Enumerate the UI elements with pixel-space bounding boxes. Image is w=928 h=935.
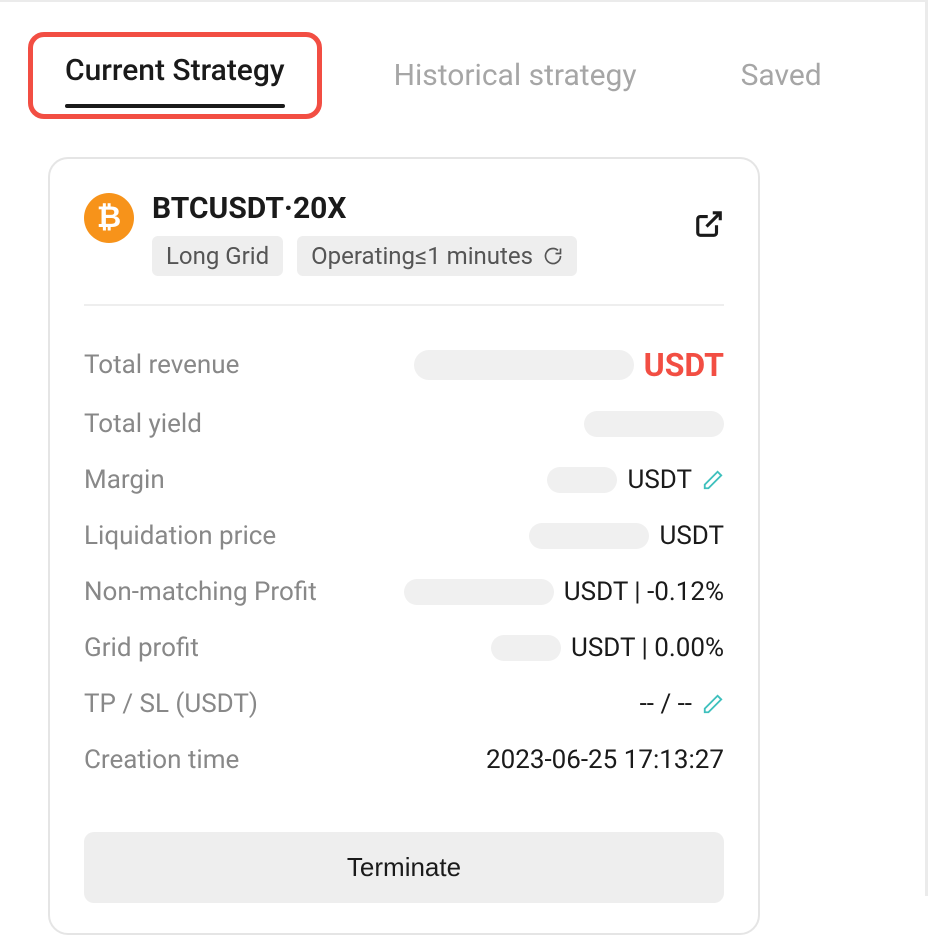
strategy-tabs: Current Strategy Historical strategy Sav…: [28, 32, 925, 119]
tab-current-highlight: Current Strategy: [28, 32, 322, 119]
row-total-revenue: Total revenue USDT: [84, 346, 724, 384]
label-creation-time: Creation time: [84, 745, 239, 775]
blur-total-yield: [584, 411, 724, 437]
svg-text:₿: ₿: [97, 201, 121, 234]
edit-margin-icon[interactable]: [702, 469, 724, 491]
label-liquidation: Liquidation price: [84, 521, 276, 551]
strategy-card: ₿ BTCUSDT·20X Long Grid Operating≤1 minu…: [48, 157, 760, 935]
label-tp-sl: TP / SL (USDT): [84, 689, 258, 719]
strategy-title: BTCUSDT·20X: [152, 191, 676, 226]
card-header: ₿ BTCUSDT·20X Long Grid Operating≤1 minu…: [84, 191, 724, 306]
row-liquidation: Liquidation price USDT: [84, 520, 724, 552]
terminate-button[interactable]: Terminate: [84, 832, 724, 903]
refresh-icon[interactable]: [543, 246, 563, 266]
edit-tp-sl-icon[interactable]: [702, 693, 724, 715]
value-total-revenue: USDT: [414, 346, 724, 384]
label-total-yield: Total yield: [84, 409, 202, 439]
blur-grid-profit: [491, 635, 561, 661]
blur-margin: [547, 467, 617, 493]
label-total-revenue: Total revenue: [84, 350, 239, 380]
blur-total-revenue: [414, 350, 634, 380]
chip-status-label: Operating≤1 minutes: [311, 242, 533, 270]
suffix-nonmatching: USDT | -0.12%: [564, 577, 724, 607]
row-grid-profit: Grid profit USDT | 0.00%: [84, 632, 724, 664]
value-total-yield: [584, 411, 724, 437]
external-link-icon[interactable]: [694, 209, 724, 243]
tab-saved[interactable]: Saved: [709, 42, 854, 109]
stats-rows: Total revenue USDT Total yield Margin US…: [84, 306, 724, 776]
row-margin: Margin USDT: [84, 464, 724, 496]
suffix-grid-profit: USDT | 0.00%: [571, 633, 724, 663]
value-tp-sl: -- / --: [640, 689, 724, 719]
row-total-yield: Total yield: [84, 408, 724, 440]
card-header-text: BTCUSDT·20X Long Grid Operating≤1 minute…: [152, 191, 676, 276]
row-creation-time: Creation time 2023-06-25 17:13:27: [84, 744, 724, 776]
value-creation-time: 2023-06-25 17:13:27: [486, 745, 724, 775]
blur-liquidation: [529, 523, 649, 549]
row-nonmatching: Non-matching Profit USDT | -0.12%: [84, 576, 724, 608]
chip-strategy-type: Long Grid: [152, 236, 283, 276]
suffix-total-revenue: USDT: [644, 346, 724, 384]
chips: Long Grid Operating≤1 minutes: [152, 236, 676, 276]
tab-underline: [65, 104, 285, 108]
suffix-margin: USDT: [627, 465, 692, 495]
tab-current-strategy[interactable]: Current Strategy: [33, 37, 317, 104]
suffix-liquidation: USDT: [659, 521, 724, 551]
chip-status: Operating≤1 minutes: [297, 236, 577, 276]
value-liquidation: USDT: [529, 521, 724, 551]
blur-nonmatching: [404, 579, 554, 605]
row-tp-sl: TP / SL (USDT) -- / --: [84, 688, 724, 720]
value-margin: USDT: [547, 465, 724, 495]
value-grid-profit: USDT | 0.00%: [491, 633, 724, 663]
bitcoin-icon: ₿: [84, 193, 134, 243]
tab-historical-strategy[interactable]: Historical strategy: [362, 42, 669, 109]
value-nonmatching: USDT | -0.12%: [404, 577, 724, 607]
label-margin: Margin: [84, 465, 165, 495]
text-tp-sl: -- / --: [640, 689, 692, 719]
label-grid-profit: Grid profit: [84, 633, 199, 663]
label-nonmatching: Non-matching Profit: [84, 577, 317, 607]
